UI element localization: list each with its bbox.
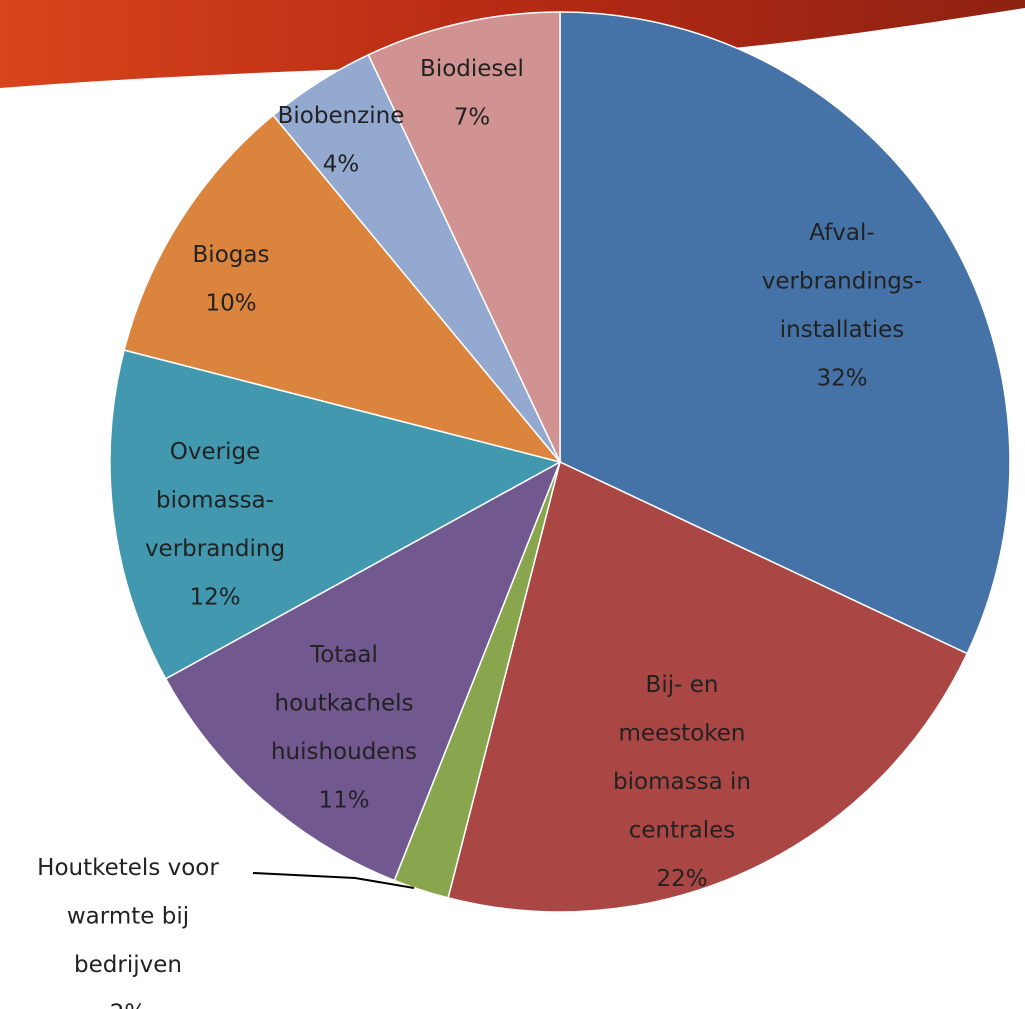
slice-label: Biodiesel 7% bbox=[420, 56, 524, 131]
slice-label: Biobenzine 4% bbox=[278, 103, 405, 178]
slice-percent: 22% bbox=[656, 866, 707, 892]
slice-percent: 11% bbox=[318, 788, 369, 814]
slice-label-line: verbranding bbox=[145, 536, 285, 562]
slice-percent: 4% bbox=[323, 152, 360, 178]
slice-percent: 10% bbox=[205, 291, 256, 317]
slice-label-line: centrales bbox=[629, 818, 735, 844]
slice-label-line: biomassa- bbox=[156, 488, 274, 514]
slice-label-line: Afval- bbox=[809, 220, 874, 246]
pie-slice bbox=[559, 11, 1011, 655]
slice-label-line: Biogas bbox=[193, 242, 270, 268]
slice-label: Houtketels voor warmte bij bedrijven 2% bbox=[37, 855, 219, 1009]
slice-label-line: biomassa in bbox=[613, 769, 751, 795]
slice-label: Totaal houtkachels huishoudens 11% bbox=[271, 642, 417, 814]
slice-percent: 7% bbox=[454, 105, 491, 131]
slice-percent: 2% bbox=[110, 1001, 147, 1009]
pie-slice bbox=[109, 349, 563, 680]
leader-line bbox=[252, 872, 415, 889]
slice-label: Bij- en meestoken biomassa in centrales 22% bbox=[613, 672, 751, 892]
pie-slice bbox=[367, 11, 561, 463]
pie-slice bbox=[447, 460, 969, 913]
slice-label-line: meestoken bbox=[618, 721, 745, 747]
slice-label-line: Overige bbox=[170, 439, 260, 465]
slice-label-line: Biobenzine bbox=[278, 103, 405, 129]
slice-label-line: houtkachels bbox=[275, 691, 414, 717]
pie-slice bbox=[164, 460, 562, 882]
pie-slice bbox=[123, 114, 563, 464]
slice-percent: 32% bbox=[816, 366, 867, 392]
slice-label-line: huishoudens bbox=[271, 739, 417, 765]
slice-label-line: Houtketels voor bbox=[37, 855, 219, 881]
slice-label-line: bedrijven bbox=[74, 952, 182, 978]
slice-label: Afval-verbrandings-installaties 32% bbox=[762, 220, 922, 392]
slice-label-line: Totaal bbox=[309, 642, 378, 668]
slice-label: Biogas 10% bbox=[193, 242, 270, 317]
slice-label-line: warmte bij bbox=[67, 904, 189, 930]
slice-percent: 12% bbox=[189, 585, 240, 611]
slice-label-line: Biodiesel bbox=[420, 56, 524, 82]
slice-label: Overige biomassa-verbranding 12% bbox=[145, 439, 285, 611]
slice-label-line: installaties bbox=[780, 317, 904, 343]
slice-label-line: verbrandings- bbox=[762, 269, 922, 295]
slice-label-line: Bij- en bbox=[646, 672, 719, 698]
